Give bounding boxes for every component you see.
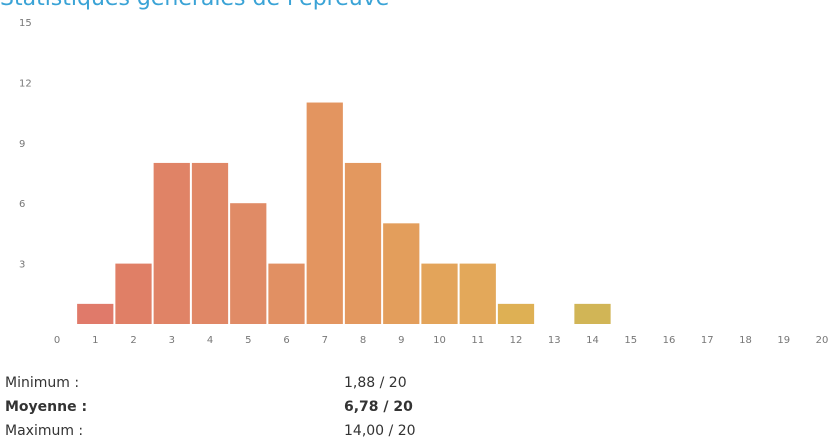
x-tick-label: 11 [471, 335, 484, 346]
y-tick-label: 15 [19, 18, 32, 29]
histogram-bar [459, 263, 496, 324]
x-tick-label: 19 [777, 335, 790, 346]
histogram-bar [344, 162, 382, 324]
stats-table: Minimum : 1,88 / 20 Moyenne : 6,78 / 20 … [5, 371, 505, 443]
x-tick-label: 13 [548, 335, 561, 346]
chart-title: Statistiques générales de l'épreuve [0, 0, 389, 11]
x-tick-label: 5 [245, 335, 251, 346]
histogram-bar [268, 263, 305, 324]
stat-value-moyenne: 6,78 / 20 [344, 399, 413, 415]
x-tick-label: 6 [283, 335, 289, 346]
histogram-bar [574, 303, 611, 324]
x-tick-label: 12 [510, 335, 523, 346]
x-tick-label: 8 [360, 335, 366, 346]
y-tick-label: 3 [19, 260, 25, 271]
stat-row-moyenne: Moyenne : 6,78 / 20 [5, 395, 505, 419]
x-tick-label: 10 [433, 335, 446, 346]
x-tick-label: 9 [398, 335, 404, 346]
histogram-bar [230, 203, 267, 324]
histogram-bar [153, 162, 190, 324]
stat-row-minimum: Minimum : 1,88 / 20 [5, 371, 505, 395]
histogram-bar [77, 303, 114, 324]
y-tick-label: 12 [19, 78, 32, 89]
stat-value-maximum: 14,00 / 20 [344, 423, 416, 439]
stat-label-moyenne: Moyenne : [5, 399, 88, 415]
x-tick-label: 18 [739, 335, 752, 346]
x-tick-label: 4 [207, 335, 213, 346]
x-tick-label: 3 [169, 335, 175, 346]
x-tick-label: 14 [586, 335, 599, 346]
x-tick-label: 20 [816, 335, 829, 346]
x-tick-label: 15 [624, 335, 637, 346]
y-tick-label: 6 [19, 199, 25, 210]
x-tick-label: 7 [322, 335, 328, 346]
stat-row-maximum: Maximum : 14,00 / 20 [5, 419, 505, 443]
histogram-bar [421, 263, 458, 324]
stat-label-minimum: Minimum : [5, 375, 80, 391]
histogram-bar [191, 162, 229, 324]
x-tick-label: 17 [701, 335, 714, 346]
x-tick-label: 2 [130, 335, 136, 346]
x-tick-label: 16 [663, 335, 676, 346]
histogram-bar [115, 263, 152, 324]
x-tick-label: 0 [54, 335, 60, 346]
histogram-bar [497, 303, 535, 324]
y-tick-label: 9 [19, 139, 25, 150]
histogram-bar [383, 223, 420, 324]
histogram-bar [306, 102, 343, 325]
stat-label-maximum: Maximum : [5, 423, 84, 439]
stat-value-minimum: 1,88 / 20 [344, 375, 407, 391]
x-tick-label: 1 [92, 335, 98, 346]
